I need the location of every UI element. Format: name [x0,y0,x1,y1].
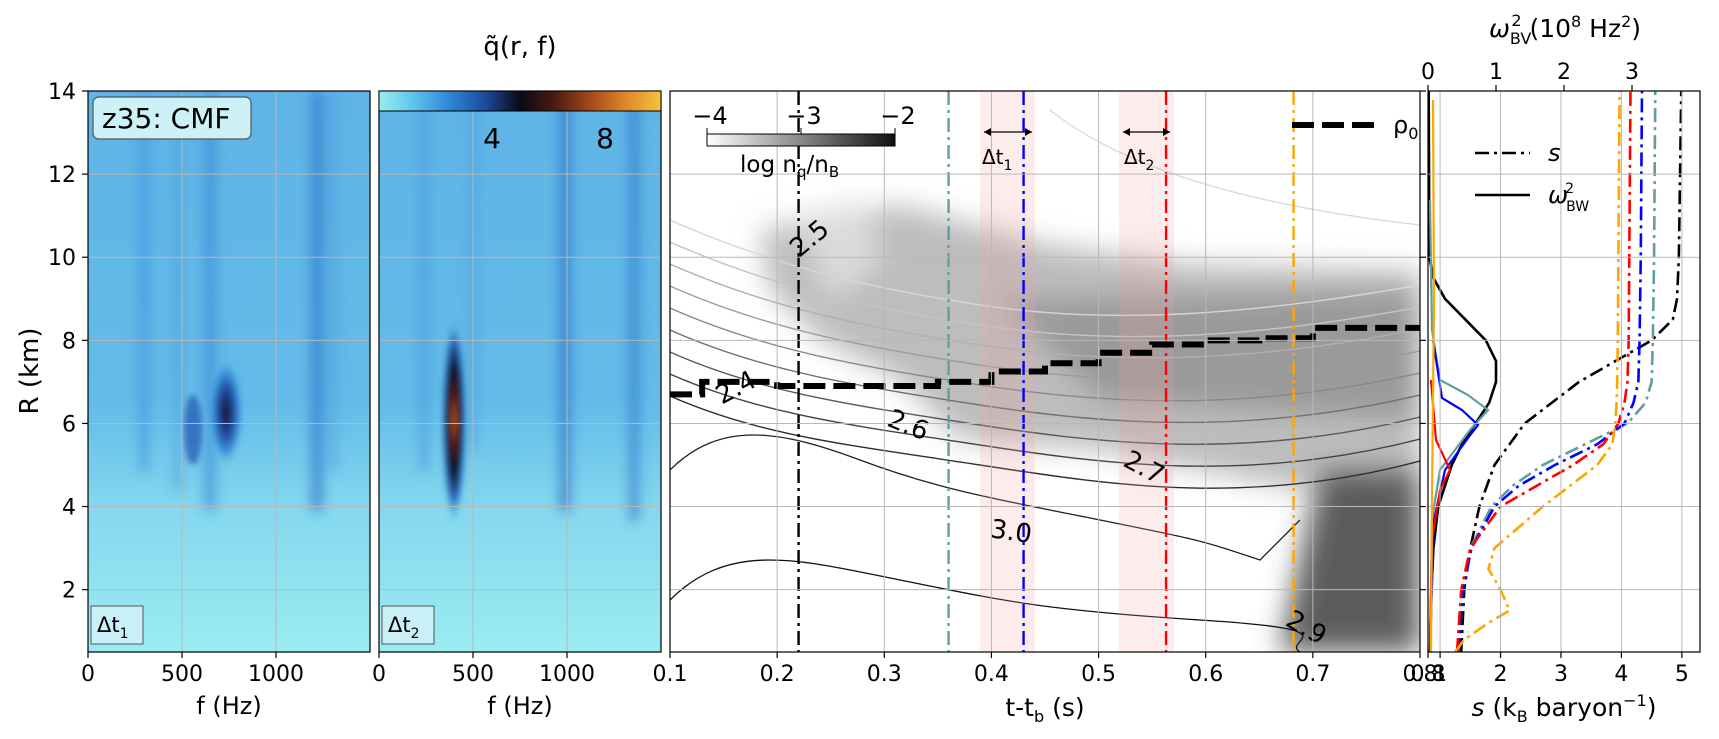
colorbar-label: log nq/nB [740,152,839,181]
panel-annotation: z35: CMF [102,102,230,135]
contour-line [670,373,1420,467]
cbar-tick-m4: −4 [692,102,727,130]
contour-line [670,329,1420,424]
colorbar-tick-4: 4 [483,122,501,155]
x-tick-label: 0.2 [760,662,795,687]
y-tick-label: 2 [62,579,76,604]
x-tick-label: 2 [1494,662,1508,687]
contour-line [1049,109,1420,226]
x-tick-label: 0.1 [653,662,688,687]
top-tick-label: 2 [1557,60,1571,85]
x-tick-label: 500 [452,662,494,687]
bv-frequency-line [1429,99,1436,652]
x-tick-label: 1000 [248,662,304,687]
top-tick-label: 1 [1489,60,1503,85]
top-tick-label: 0 [1421,60,1435,85]
x-tick-label: 0 [81,662,95,687]
svg-text:Δt1: Δt1 [97,613,129,642]
x-tick-label: 1 [1433,662,1447,687]
x-axis-label-b: f (Hz) [487,692,552,720]
svg-text:Δt2: Δt2 [1124,145,1154,174]
y-tick-label: 6 [62,412,76,437]
colorbar-nq: −4 −3 −2 log nq/nB [692,102,915,181]
contour-line [670,434,1301,561]
entropy-panel: 0.81 2 3 4 50 1 2 3 s ωBW2 s (kB baryon−1) ωBV2… [1411,11,1701,726]
top-axis-label-d: ωBV2 (108 Hz2) [1489,11,1641,48]
bv-frequency-line [1428,91,1498,652]
contour-line [670,307,1420,402]
window-label-dt2: Δt2 [381,605,435,645]
panel-b-title: q̃(r, f) [483,32,556,62]
x-axis-label-c: t-tb (s) [1005,693,1084,726]
y-tick-label: 10 [48,246,76,271]
spectrogram-panel-dt2: 0 500 1000 4 8 Δt2 f (Hz) q̃(r, f) [372,32,662,720]
entropy-line [1455,91,1632,652]
legend-rho0: ρ0 [1292,111,1418,143]
x-tick-label: 0.4 [974,662,1009,687]
contour-line [670,351,1420,445]
svg-text:Δt1: Δt1 [982,145,1012,174]
x-tick-label: 0.5 [1081,662,1116,687]
colorbar-tick-8: 8 [596,122,614,155]
x-tick-label: 500 [161,662,203,687]
y-tick-label: 14 [48,80,76,105]
x-tick-label: 0.6 [1188,662,1223,687]
y-tick-label: 4 [62,496,76,521]
contour-line [670,263,1420,359]
y-tick-label: 12 [48,163,76,188]
contour-line [670,241,1420,338]
x-tick-label: 0.7 [1295,662,1330,687]
contour-line [670,395,1420,489]
x-tick-label: 0.3 [867,662,902,687]
x-axis-label-a: f (Hz) [196,692,261,720]
x-tick-label: 1000 [539,662,595,687]
x-tick-label: 0.8 [1411,662,1446,687]
x-tick-label: 3 [1554,662,1568,687]
legend-entry-s: s [1548,139,1561,167]
window-arrow-dt1: Δt1 [982,128,1032,174]
x-tick-label: 4 [1614,662,1628,687]
entropy-line [1459,91,1683,652]
top-tick-label: 3 [1625,60,1639,85]
annotation-box: z35: CMF [92,96,252,140]
quark-fraction-panel: 2.42.52.62.72.93.0 0.1 0.2 0.3 0.4 0.5 0.6 0.7… [653,90,1438,726]
colorbar-q: 4 8 [378,90,662,155]
x-tick-label: 0 [372,662,386,687]
cbar-tick-m3: −3 [786,102,821,130]
contour-label: 3.0 [989,514,1034,549]
svg-text:ρ0: ρ0 [1393,111,1418,143]
x-tick-label: 0.8 [1403,662,1438,687]
entropy-line [1454,91,1621,652]
contour-line [670,285,1420,380]
svg-text:Δt2: Δt2 [388,613,420,642]
y-axis-label: R (km) [15,327,45,414]
window-label-dt1: Δt1 [90,605,144,645]
y-tick-label: 8 [62,329,76,354]
legend-entry-omega: ωBW2 [1548,181,1589,215]
x-axis-label-d: s (kB baryon−1) [1472,691,1657,726]
x-tick-label: 5 [1675,662,1689,687]
legend-d: s ωBW2 [1475,139,1589,215]
cbar-tick-m2: −2 [880,102,915,130]
contour-line [670,559,1304,652]
window-arrow-dt2: Δt2 [1123,128,1170,174]
spectrogram-panel-dt1: 0 500 1000 z35: CMF Δt1 f (Hz) R (km) [15,90,371,720]
